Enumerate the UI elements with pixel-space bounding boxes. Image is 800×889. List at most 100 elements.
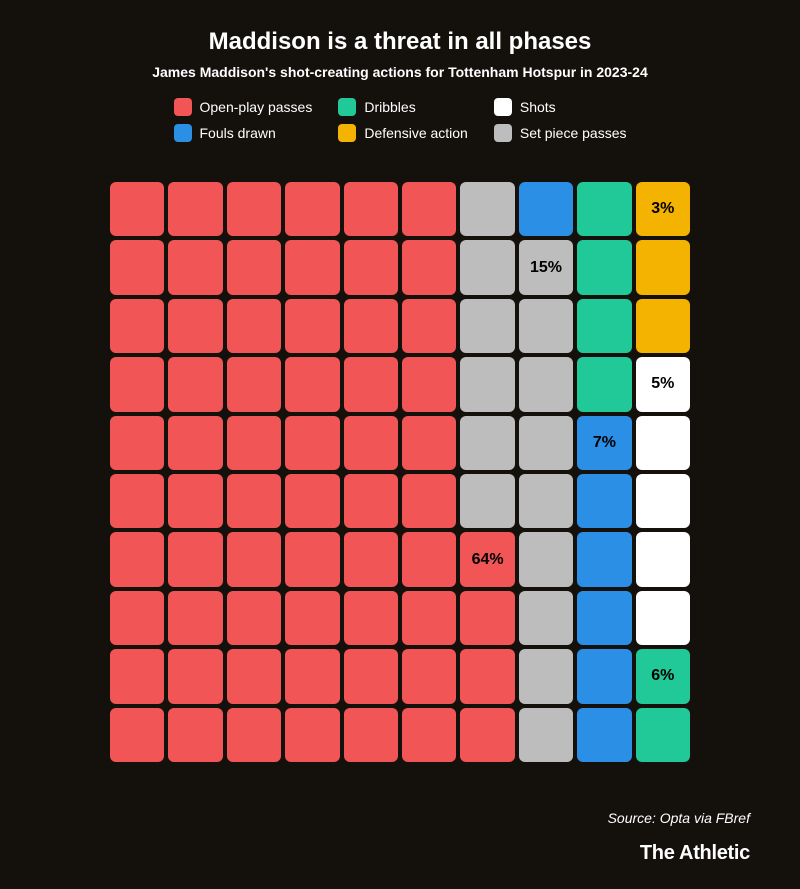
waffle-cell — [577, 708, 631, 762]
waffle-cell — [285, 708, 339, 762]
waffle-cell — [285, 416, 339, 470]
waffle-cell — [636, 240, 690, 294]
waffle-cell — [227, 474, 281, 528]
waffle-cell — [577, 240, 631, 294]
waffle-cell: 7% — [577, 416, 631, 470]
waffle-cell — [402, 182, 456, 236]
waffle-cell — [577, 532, 631, 586]
waffle-cell — [110, 474, 164, 528]
waffle-cell — [285, 299, 339, 353]
legend-label: Shots — [520, 99, 556, 115]
waffle-cell — [227, 240, 281, 294]
waffle-cell — [110, 591, 164, 645]
brand-logo: The Athletic — [640, 842, 750, 865]
waffle-cell — [402, 649, 456, 703]
waffle-cell — [168, 532, 222, 586]
waffle-cell — [460, 649, 514, 703]
waffle-cell — [227, 708, 281, 762]
waffle-cell — [168, 182, 222, 236]
waffle-cell — [285, 357, 339, 411]
waffle-cell — [519, 357, 573, 411]
waffle-cell — [577, 474, 631, 528]
legend: Open-play passes Dribbles Shots Fouls drawn… — [50, 98, 750, 142]
waffle-cell — [110, 532, 164, 586]
waffle-cell — [344, 532, 398, 586]
waffle-cell — [344, 591, 398, 645]
waffle-cell — [577, 591, 631, 645]
waffle-cell — [577, 649, 631, 703]
waffle-cell — [110, 708, 164, 762]
waffle-cell — [285, 240, 339, 294]
waffle-cell — [227, 591, 281, 645]
waffle-cell — [402, 708, 456, 762]
legend-label: Defensive action — [364, 125, 468, 141]
waffle-cell — [285, 182, 339, 236]
waffle-cell — [460, 708, 514, 762]
waffle-cell — [636, 532, 690, 586]
waffle-cell — [168, 299, 222, 353]
waffle-cell — [344, 357, 398, 411]
waffle-cell — [168, 357, 222, 411]
waffle-cell — [168, 708, 222, 762]
waffle-cell — [519, 532, 573, 586]
waffle-cell: 15% — [519, 240, 573, 294]
waffle-cell — [168, 416, 222, 470]
waffle-cell — [227, 182, 281, 236]
legend-swatch — [338, 124, 356, 142]
legend-label: Fouls drawn — [200, 125, 276, 141]
waffle-cell: 64% — [460, 532, 514, 586]
waffle-cell — [110, 182, 164, 236]
waffle-cell — [519, 474, 573, 528]
waffle-cell — [110, 357, 164, 411]
waffle-cell — [577, 299, 631, 353]
legend-label: Open-play passes — [200, 99, 313, 115]
waffle-cell — [636, 299, 690, 353]
waffle-cell — [460, 240, 514, 294]
waffle-cell — [285, 649, 339, 703]
legend-item-shot: Shots — [494, 98, 627, 116]
legend-swatch — [338, 98, 356, 116]
waffle-cell — [402, 357, 456, 411]
waffle-cell — [344, 299, 398, 353]
waffle-cell — [168, 591, 222, 645]
legend-item-open: Open-play passes — [174, 98, 313, 116]
waffle-cell — [519, 591, 573, 645]
waffle-cell — [460, 299, 514, 353]
waffle-cell — [227, 532, 281, 586]
waffle-cell — [344, 240, 398, 294]
waffle-cell — [227, 299, 281, 353]
waffle-cell — [402, 532, 456, 586]
waffle-cell — [344, 474, 398, 528]
waffle-cell — [344, 416, 398, 470]
waffle-cell — [519, 299, 573, 353]
waffle-cell — [285, 474, 339, 528]
legend-item-def: Defensive action — [338, 124, 468, 142]
waffle-cell — [168, 240, 222, 294]
waffle-cell — [402, 474, 456, 528]
legend-swatch — [494, 98, 512, 116]
waffle-cell — [344, 182, 398, 236]
waffle-cell — [636, 416, 690, 470]
waffle-cell — [636, 708, 690, 762]
waffle-cell: 3% — [636, 182, 690, 236]
legend-item-dribble: Dribbles — [338, 98, 468, 116]
waffle-cell — [227, 649, 281, 703]
waffle-cell — [460, 357, 514, 411]
waffle-cell — [402, 299, 456, 353]
waffle-cell — [577, 182, 631, 236]
waffle-cell — [402, 240, 456, 294]
waffle-chart: 3%15%5%7%64%6% — [110, 182, 690, 762]
legend-swatch — [494, 124, 512, 142]
waffle-cell: 5% — [636, 357, 690, 411]
waffle-cell — [110, 416, 164, 470]
chart-subtitle: James Maddison's shot-creating actions f… — [50, 64, 750, 80]
legend-label: Dribbles — [364, 99, 415, 115]
waffle-cell — [227, 357, 281, 411]
legend-swatch — [174, 124, 192, 142]
waffle-cell — [285, 591, 339, 645]
waffle-cell — [519, 182, 573, 236]
waffle-cell — [168, 474, 222, 528]
waffle-cell — [402, 591, 456, 645]
legend-label: Set piece passes — [520, 125, 627, 141]
waffle-cell — [110, 299, 164, 353]
